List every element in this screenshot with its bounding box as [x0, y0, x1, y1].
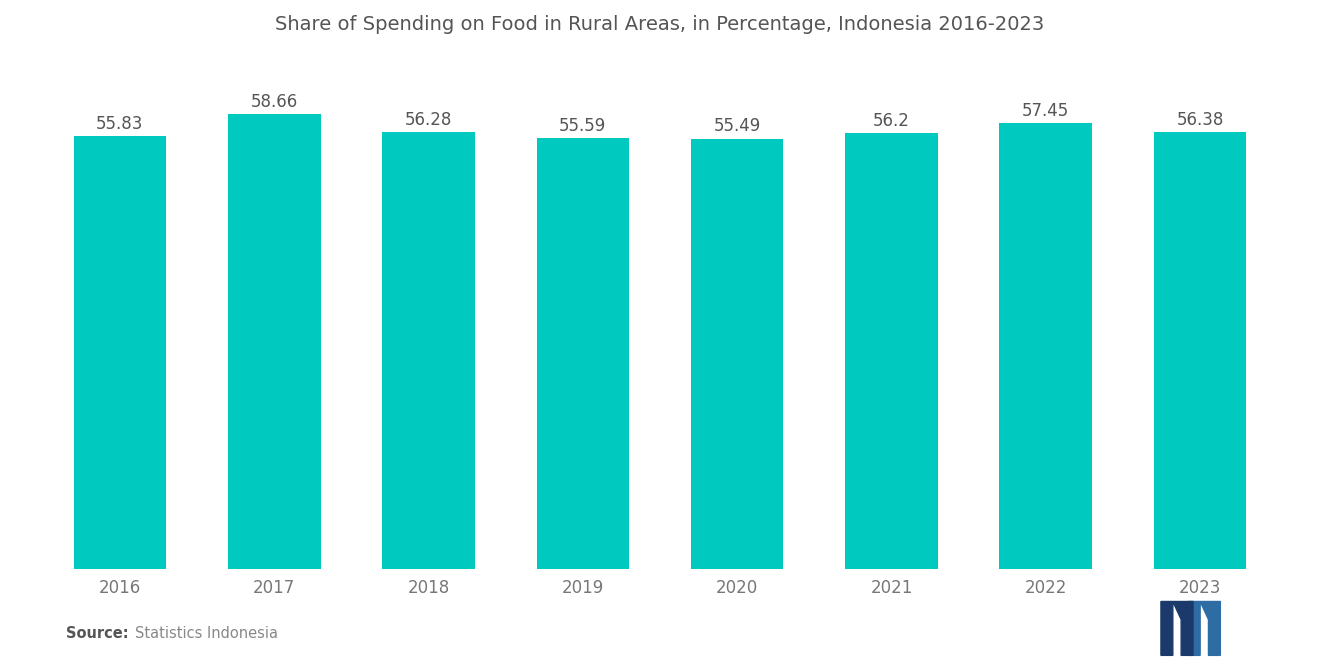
Polygon shape: [1188, 601, 1220, 656]
Bar: [845, 133, 937, 569]
Text: Statistics Indonesia: Statistics Indonesia: [135, 626, 277, 642]
Text: 55.49: 55.49: [714, 118, 760, 136]
Text: 58.66: 58.66: [251, 93, 298, 111]
Bar: [1154, 132, 1246, 569]
Bar: [999, 123, 1092, 569]
Text: 55.83: 55.83: [96, 115, 144, 133]
Text: Source:: Source:: [66, 626, 128, 642]
Polygon shape: [1162, 601, 1193, 656]
Bar: [228, 114, 321, 569]
Text: 56.2: 56.2: [873, 112, 909, 130]
Text: 56.28: 56.28: [405, 111, 453, 129]
Bar: [383, 132, 475, 569]
Text: 56.38: 56.38: [1176, 110, 1224, 128]
Title: Share of Spending on Food in Rural Areas, in Percentage, Indonesia 2016-2023: Share of Spending on Food in Rural Areas…: [276, 15, 1044, 34]
Bar: [74, 136, 166, 569]
Text: 57.45: 57.45: [1022, 102, 1069, 120]
Bar: [536, 138, 630, 569]
Bar: [690, 138, 784, 569]
Text: 55.59: 55.59: [560, 116, 606, 134]
